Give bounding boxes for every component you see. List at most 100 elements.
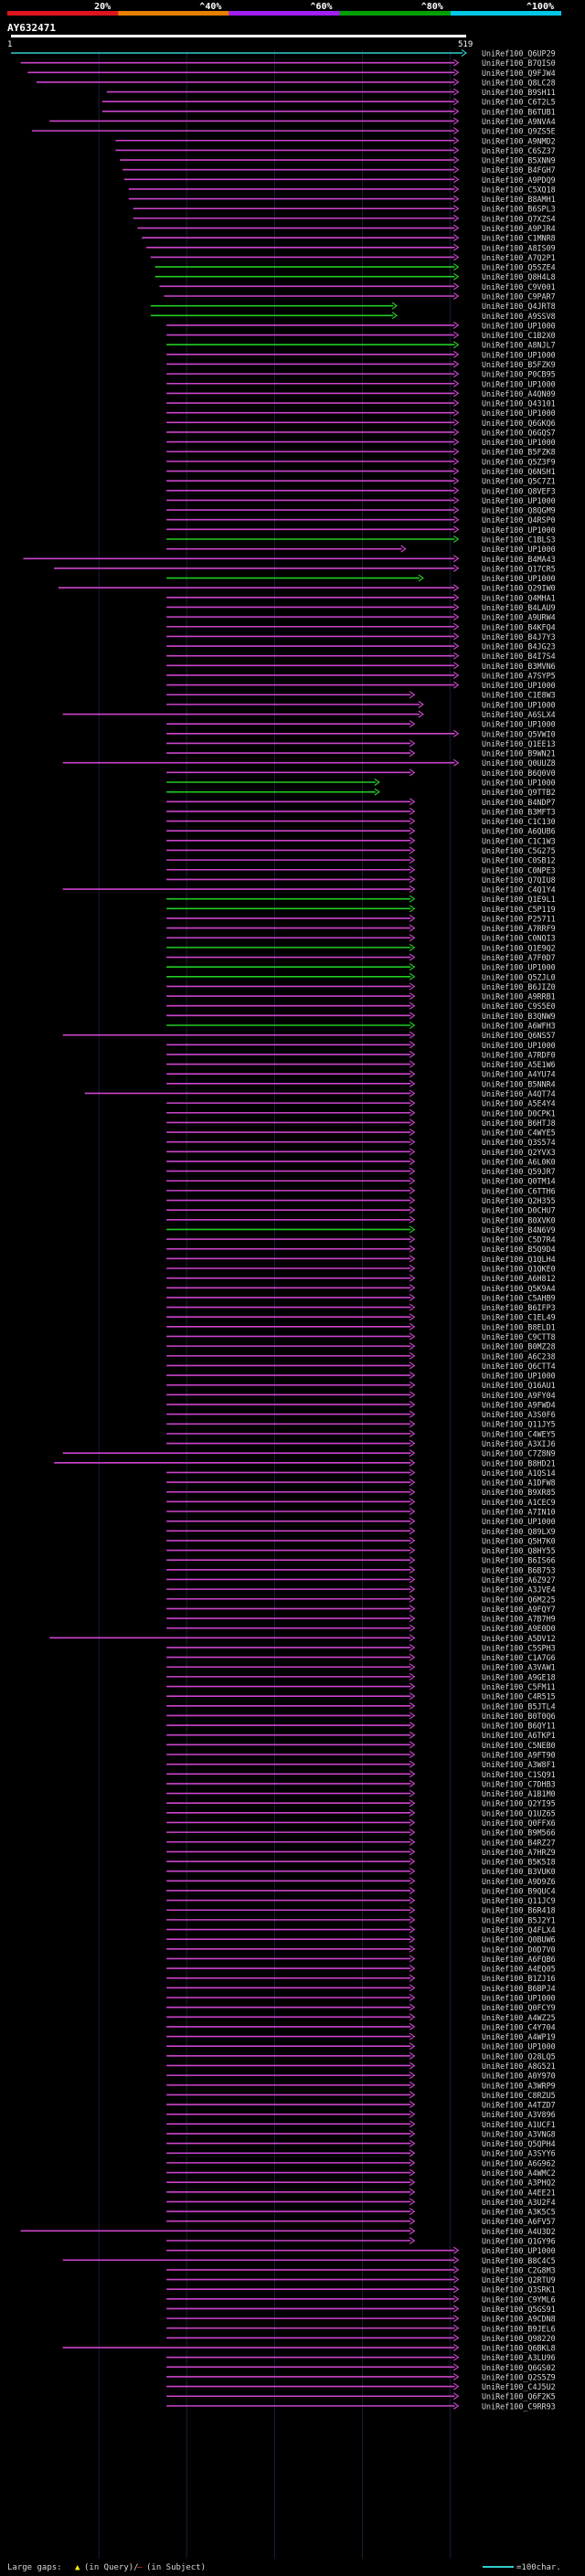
hit-row[interactable]: UniRef100_Q16AU1	[166, 1381, 556, 1390]
hit-row[interactable]: UniRef100_Q8H4L8	[154, 272, 556, 281]
hit-label[interactable]: UniRef100_C1MNR8	[482, 234, 556, 243]
hit-row[interactable]: UniRef100_A6FQB6	[166, 1955, 556, 1964]
hit-row[interactable]: UniRef100_B9XR85	[166, 1488, 556, 1497]
hit-row[interactable]: UniRef100_Q6BKL8	[62, 2344, 556, 2353]
hit-row[interactable]: UniRef100_Q9FJW4	[27, 69, 556, 78]
hit-label[interactable]: UniRef100_B4LAU9	[482, 603, 556, 612]
hit-row[interactable]: UniRef100_B4LAU9	[166, 603, 556, 612]
hit-label[interactable]: UniRef100_Q6NSH1	[482, 467, 556, 476]
hit-label[interactable]: UniRef100_A9PJR4	[482, 224, 556, 233]
hit-label[interactable]: UniRef100_A6C238	[482, 1352, 556, 1361]
hit-label[interactable]: UniRef100_D0CHU7	[482, 1206, 556, 1215]
hit-label[interactable]: UniRef100_A9URW4	[482, 613, 556, 622]
hit-label[interactable]: UniRef100_C5D7R4	[482, 1235, 556, 1245]
hit-label[interactable]: UniRef100_A3LU96	[482, 2353, 556, 2362]
hit-row[interactable]: UniRef100_A6SLX4	[62, 710, 556, 719]
hit-label[interactable]: UniRef100_A5E1W6	[482, 1060, 556, 1069]
hit-row[interactable]: UniRef100_A4WP19	[166, 2032, 556, 2041]
hit-label[interactable]: UniRef100_C5FM11	[482, 1682, 556, 1691]
hit-label[interactable]: UniRef100_Q9FJW4	[482, 69, 556, 78]
hit-label[interactable]: UniRef100_Q8VEF3	[482, 486, 556, 495]
hit-row[interactable]: UniRef100_A4EQ05	[166, 1965, 556, 1974]
hit-row[interactable]: UniRef100_B8AMH1	[128, 195, 556, 204]
hit-row[interactable]: UniRef100_A7IN10	[166, 1508, 556, 1517]
hit-row[interactable]: UniRef100_Q5K9A4	[166, 1284, 556, 1293]
hit-row[interactable]: UniRef100_C5SPH3	[166, 1643, 556, 1652]
hit-label[interactable]: UniRef100_B6B753	[482, 1565, 556, 1574]
hit-row[interactable]: UniRef100_C9RR93	[166, 2401, 556, 2411]
hit-row[interactable]: UniRef100_Q1EE13	[166, 739, 556, 748]
hit-label[interactable]: UniRef100_C1B2X0	[482, 331, 556, 340]
hit-row[interactable]: UniRef100_UP1000	[166, 779, 556, 788]
hit-label[interactable]: UniRef100_Q11JY5	[482, 1420, 556, 1429]
hit-label[interactable]: UniRef100_B6Q0V0	[482, 769, 556, 778]
hit-row[interactable]: UniRef100_B0MZ28	[166, 1342, 556, 1352]
hit-label[interactable]: UniRef100_Q3S574	[482, 1138, 556, 1147]
hit-row[interactable]: UniRef100_B5FZK9	[166, 360, 556, 369]
hit-label[interactable]: UniRef100_C1SQ91	[482, 1770, 556, 1779]
hit-row[interactable]: UniRef100_C4R515	[166, 1692, 556, 1701]
hit-row[interactable]: UniRef100_UP1000	[166, 321, 556, 330]
hit-label[interactable]: UniRef100_Q1GY96	[482, 2237, 556, 2246]
hit-row[interactable]: UniRef100_B4J7Y3	[166, 632, 556, 641]
hit-row[interactable]: UniRef100_Q5VWI0	[166, 729, 556, 738]
hit-row[interactable]: UniRef100_Q5QPH4	[166, 2139, 556, 2148]
hit-row[interactable]: UniRef100_C6SZ37	[115, 146, 556, 155]
hit-label[interactable]: UniRef100_Q1E9Q2	[482, 943, 556, 952]
hit-row[interactable]: UniRef100_B4NDP7	[166, 798, 556, 807]
hit-label[interactable]: UniRef100_C7DHB3	[482, 1779, 556, 1788]
hit-label[interactable]: UniRef100_C0NQI3	[482, 934, 556, 943]
hit-label[interactable]: UniRef100_UP1000	[482, 1517, 556, 1526]
hit-label[interactable]: UniRef100_A4QT74	[482, 1089, 556, 1098]
hit-row[interactable]: UniRef100_B3MFT3	[166, 807, 556, 816]
hit-label[interactable]: UniRef100_A3PHQ2	[482, 2178, 556, 2188]
hit-label[interactable]: UniRef100_B4KFQ4	[482, 622, 556, 631]
hit-label[interactable]: UniRef100_B6HTJ8	[482, 1118, 556, 1128]
hit-row[interactable]: UniRef100_B5J2Y1	[166, 1915, 556, 1924]
hit-row[interactable]: UniRef100_C0NQI3	[166, 934, 556, 943]
hit-label[interactable]: UniRef100_A4EE21	[482, 2188, 556, 2197]
hit-label[interactable]: UniRef100_UP1000	[482, 1994, 556, 2003]
hit-row[interactable]: UniRef100_Q2YVX3	[166, 1148, 556, 1157]
hit-row[interactable]: UniRef100_A3PHQ2	[166, 2178, 556, 2188]
hit-label[interactable]: UniRef100_C4R515	[482, 1692, 556, 1701]
hit-row[interactable]: UniRef100_C2G8M3	[166, 2265, 556, 2274]
hit-label[interactable]: UniRef100_Q4RSP0	[482, 515, 556, 525]
hit-row[interactable]: UniRef100_A3W8F1	[166, 1760, 556, 1769]
hit-row[interactable]: UniRef100_A7F0D7	[166, 953, 556, 962]
hit-row[interactable]: UniRef100_B7QIS0	[20, 58, 556, 68]
hit-label[interactable]: UniRef100_C9CTT8	[482, 1332, 556, 1341]
hit-label[interactable]: UniRef100_Q0TM14	[482, 1177, 556, 1186]
hit-row[interactable]: UniRef100_B6HTJ8	[166, 1118, 556, 1128]
hit-row[interactable]: UniRef100_C5D7R4	[166, 1235, 556, 1245]
hit-row[interactable]: UniRef100_A6C238	[166, 1352, 556, 1361]
hit-row[interactable]: UniRef100_Q2S5Z9	[166, 2372, 556, 2381]
hit-row[interactable]: UniRef100_B4MA43	[23, 555, 556, 564]
hit-row[interactable]: UniRef100_A6TKP1	[166, 1731, 556, 1740]
hit-row[interactable]: UniRef100_Q5ZJL0	[166, 972, 556, 981]
hit-label[interactable]: UniRef100_A9RRB1	[482, 992, 556, 1002]
hit-row[interactable]: UniRef100_B3VUK0	[166, 1867, 556, 1876]
hit-row[interactable]: UniRef100_Q43101	[166, 399, 556, 408]
hit-row[interactable]: UniRef100_B4JG23	[166, 642, 556, 652]
hit-label[interactable]: UniRef100_Q29IW0	[482, 584, 556, 593]
hit-row[interactable]: UniRef100_A4QT74	[84, 1089, 556, 1098]
hit-row[interactable]: UniRef100_B6IFP3	[166, 1303, 556, 1312]
hit-row[interactable]: UniRef100_C1A7G6	[166, 1653, 556, 1662]
hit-label[interactable]: UniRef100_Q5SZE4	[482, 263, 556, 272]
hit-row[interactable]: UniRef100_B4N6V9	[166, 1225, 556, 1235]
hit-row[interactable]: UniRef100_C6TTH6	[166, 1186, 556, 1195]
hit-row[interactable]: UniRef100_Q29IW0	[58, 584, 556, 593]
hit-row[interactable]: UniRef100_C5FM11	[166, 1682, 556, 1691]
hit-row[interactable]: UniRef100_Q1GY96	[166, 2237, 556, 2246]
hit-label[interactable]: UniRef100_C4WEY5	[482, 1429, 556, 1438]
hit-label[interactable]: UniRef100_Q4MHA1	[482, 593, 556, 602]
hit-row[interactable]: UniRef100_A7HRZ9	[166, 1848, 556, 1857]
hit-row[interactable]: UniRef100_B9M566	[166, 1829, 556, 1838]
hit-label[interactable]: UniRef100_B6TUB1	[482, 107, 556, 116]
hit-label[interactable]: UniRef100_UP1000	[482, 408, 556, 418]
hit-row[interactable]: UniRef100_UP1000	[166, 1517, 556, 1526]
hit-label[interactable]: UniRef100_Q16AU1	[482, 1381, 556, 1390]
hit-row[interactable]: UniRef100_Q7QIU8	[166, 875, 556, 885]
hit-label[interactable]: UniRef100_B9JEL6	[482, 2324, 556, 2333]
